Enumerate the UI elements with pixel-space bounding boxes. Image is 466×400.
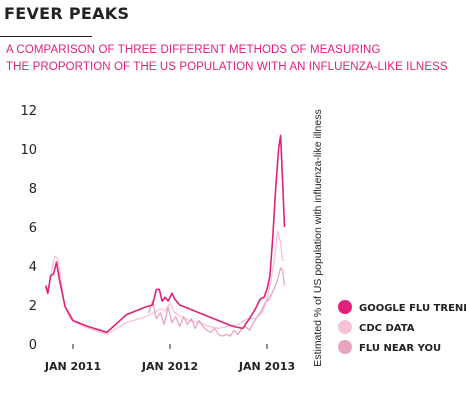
y-tick-label: 0 bbox=[29, 338, 37, 353]
y-tick-label: 2 bbox=[29, 299, 37, 314]
y-tick-label: 12 bbox=[20, 104, 37, 119]
legend-label: FLU NEAR YOU bbox=[359, 343, 441, 354]
series-line-flu-near-you bbox=[148, 267, 286, 337]
y-tick-label: 6 bbox=[29, 221, 37, 236]
x-tick-label: JAN 2012 bbox=[141, 360, 198, 373]
legend-label: GOOGLE FLU TRENDS bbox=[359, 303, 466, 314]
legend-label: CDC DATA bbox=[359, 323, 415, 334]
subtitle-line-2: THE PROPORTION OF THE US POPULATION WITH… bbox=[6, 61, 448, 73]
y-tick-label: 10 bbox=[20, 143, 37, 158]
legend: GOOGLE FLU TRENDS CDC DATA FLU NEAR YOU bbox=[338, 300, 466, 354]
chart-subtitle: A COMPARISON OF THREE DIFFERENT METHODS … bbox=[6, 42, 448, 76]
series-lines bbox=[45, 134, 286, 337]
series-line-google-flu-trends bbox=[45, 134, 286, 334]
legend-swatch bbox=[338, 300, 352, 314]
chart-title: FEVER PEAKS bbox=[4, 4, 130, 23]
title-underline bbox=[0, 36, 92, 37]
legend-swatch bbox=[338, 340, 352, 354]
subtitle-line-1: A COMPARISON OF THREE DIFFERENT METHODS … bbox=[6, 44, 381, 56]
x-tick-label: JAN 2011 bbox=[44, 360, 101, 373]
y-axis-ticks: 0 2 4 6 8 10 12 bbox=[20, 104, 37, 353]
x-axis-ticks: JAN 2011 JAN 2012 JAN 2013 bbox=[44, 344, 295, 373]
legend-swatch bbox=[338, 320, 352, 334]
x-tick-label: JAN 2013 bbox=[238, 360, 295, 373]
y-tick-label: 8 bbox=[29, 182, 37, 197]
y-tick-label: 4 bbox=[29, 260, 37, 275]
y-axis-label: Estimated % of US population with influe… bbox=[312, 109, 324, 366]
